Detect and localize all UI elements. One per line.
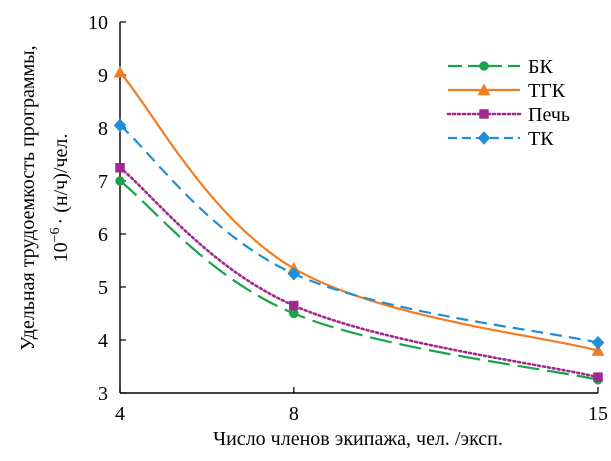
y-axis-title-suffix: · (н/ч)/чел. [50,134,72,225]
series-line [119,71,599,352]
y-axis-title-line2: 10−6 · (н/ч)/чел. [48,134,72,263]
y-tick-label: 9 [98,65,108,87]
legend-marker [477,131,491,145]
data-point [289,300,299,311]
x-tick-label: 8 [289,403,299,425]
y-axis-title: Удельная трудоемкость программы, 10−6 · (… [17,45,72,350]
series-1 [115,176,603,385]
y-tick-label: 8 [98,118,108,140]
series-layer [113,65,605,385]
series-4 [113,118,605,350]
x-axis-title: Число членов экипажа, чел. /эксп. [213,428,503,450]
data-point [593,372,603,382]
y-tick-label: 7 [98,171,108,193]
y-tick-label: 4 [98,330,108,352]
y-tick-label: 6 [98,224,108,246]
series-line [119,180,599,381]
y-axis-title-prefix: 10 [50,242,72,262]
y-axis-title-exponent: −6 [48,227,63,242]
legend-item: ТГК [448,80,566,102]
series-line [118,166,600,379]
data-point [115,176,125,186]
data-point [113,65,127,78]
x-tick-label: 4 [115,403,125,425]
y-tick-label: 10 [88,12,108,34]
data-point [591,344,605,356]
data-point [113,118,127,133]
axes [119,22,598,394]
legend-marker [479,109,489,119]
data-point [115,163,125,173]
data-point [289,308,299,319]
legend-item: Печь [446,104,570,126]
legend-marker [477,83,491,96]
legend-label: ТК [528,128,554,150]
legend-item: ТК [448,128,554,150]
y-axis-title-line1: Удельная трудоемкость программы, [17,45,39,350]
legend-label: БК [528,56,553,78]
series-3 [115,163,603,382]
series-line [119,124,599,344]
legend-marker [479,61,489,71]
legend-item: БК [448,56,553,78]
data-point [287,266,301,281]
legend-label: ТГК [528,80,566,102]
data-point [591,335,605,350]
y-tick-label: 5 [98,277,108,299]
legend-label: Печь [528,104,570,126]
x-tick-label: 15 [588,403,608,425]
y-tick-label: 3 [98,383,108,405]
